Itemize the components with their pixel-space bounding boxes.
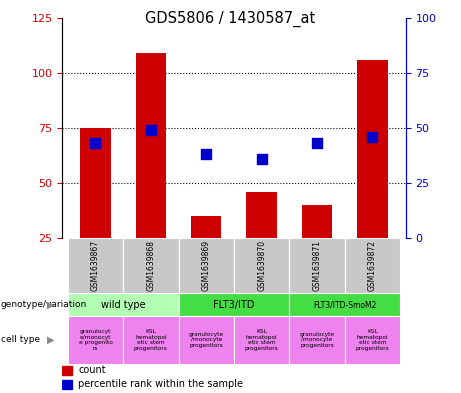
Text: GSM1639870: GSM1639870 (257, 240, 266, 291)
Bar (290, 293, 400, 316)
Text: KSL
hematopoi
etic stem
progenitors: KSL hematopoi etic stem progenitors (245, 329, 278, 351)
Bar (234, 238, 290, 293)
Text: FLT3/ITD: FLT3/ITD (213, 299, 254, 310)
Bar (290, 316, 345, 364)
Text: ▶: ▶ (47, 299, 54, 310)
Bar (178, 293, 290, 316)
Text: GDS5806 / 1430587_at: GDS5806 / 1430587_at (145, 11, 316, 27)
Text: granulocyte
/monocyte
progenitors: granulocyte /monocyte progenitors (189, 332, 224, 348)
Bar (345, 316, 400, 364)
Bar (290, 238, 345, 293)
Text: KSL
hematopoi
etic stem
progenitors: KSL hematopoi etic stem progenitors (355, 329, 390, 351)
Bar (345, 238, 400, 293)
Bar (80, 128, 111, 238)
Text: granulocyt
e/monocyt
e progenito
rs: granulocyt e/monocyt e progenito rs (78, 329, 112, 351)
Bar (178, 316, 234, 364)
Text: cell type: cell type (1, 336, 40, 344)
Bar (68, 238, 123, 293)
Bar (123, 316, 178, 364)
Bar (234, 316, 290, 364)
Text: FLT3/ITD-SmoM2: FLT3/ITD-SmoM2 (313, 300, 377, 309)
Text: wild type: wild type (101, 299, 146, 310)
Bar (62, 380, 72, 389)
Text: genotype/variation: genotype/variation (1, 300, 87, 309)
Text: GSM1639867: GSM1639867 (91, 240, 100, 291)
Point (313, 140, 321, 146)
Point (369, 133, 376, 140)
Text: ▶: ▶ (47, 335, 54, 345)
Text: GSM1639871: GSM1639871 (313, 240, 322, 291)
Text: KSL
hematopoi
etic stem
progenitors: KSL hematopoi etic stem progenitors (134, 329, 168, 351)
Bar (247, 191, 277, 238)
Bar (123, 238, 178, 293)
Bar (357, 59, 388, 238)
Bar (68, 316, 123, 364)
Text: GSM1639869: GSM1639869 (202, 240, 211, 291)
Point (92, 140, 99, 146)
Point (147, 127, 154, 133)
Text: count: count (78, 365, 106, 375)
Bar (136, 53, 166, 238)
Bar (62, 366, 72, 375)
Text: GSM1639872: GSM1639872 (368, 240, 377, 291)
Text: granulocyte
/monocyte
progenitors: granulocyte /monocyte progenitors (300, 332, 335, 348)
Bar (191, 216, 221, 238)
Bar (68, 293, 178, 316)
Bar (178, 238, 234, 293)
Bar (302, 205, 332, 238)
Text: GSM1639868: GSM1639868 (146, 240, 155, 291)
Point (202, 151, 210, 157)
Point (258, 155, 266, 162)
Text: percentile rank within the sample: percentile rank within the sample (78, 379, 243, 389)
